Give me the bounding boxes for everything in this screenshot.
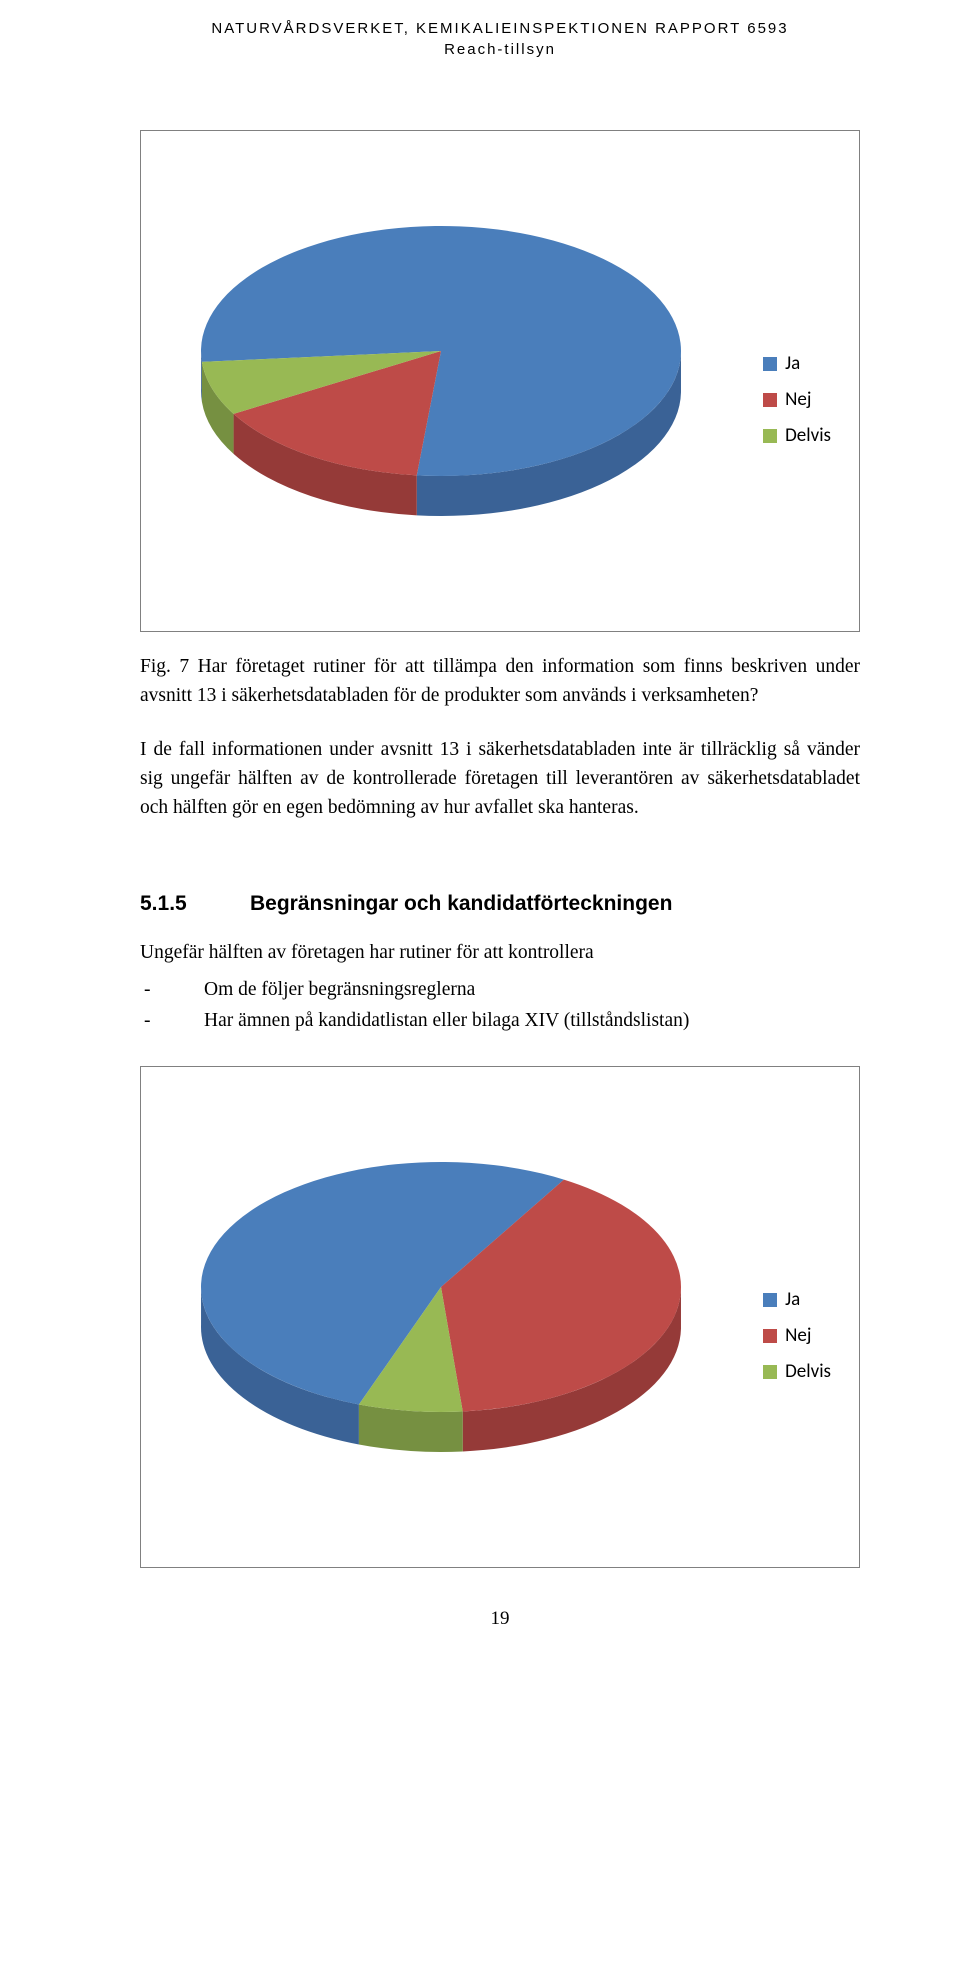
section-number: 5.1.5: [140, 892, 250, 916]
list-dash: -: [174, 974, 204, 1005]
header-line-1: NATURVÅRDSVERKET, KEMIKALIEINSPEKTIONEN …: [140, 18, 860, 39]
section-5-1-5-heading: 5.1.5Begränsningar och kandidatförteckni…: [140, 892, 860, 916]
section-title: Begränsningar och kandidatförteckningen: [250, 892, 672, 915]
legend-item: Ja: [763, 1282, 831, 1318]
legend-label: Nej: [785, 382, 811, 418]
legend-swatch: [763, 357, 777, 371]
legend-item: Nej: [763, 382, 831, 418]
legend-swatch: [763, 1329, 777, 1343]
legend-swatch: [763, 393, 777, 407]
list-item: -Har ämnen på kandidatlistan eller bilag…: [140, 1005, 860, 1036]
list-item: -Om de följer begränsningsreglerna: [140, 974, 860, 1005]
legend-swatch: [763, 429, 777, 443]
page-number: 19: [140, 1608, 860, 1630]
chart-2-pie: [181, 1097, 701, 1517]
section-5-1-5-intro: Ungefär hälften av företagen har rutiner…: [140, 938, 860, 967]
chart-2-container: JaNejDelvis: [140, 1066, 860, 1568]
header-line-2: Reach-tillsyn: [140, 39, 860, 60]
list-dash: -: [174, 1005, 204, 1036]
chart-2-legend: JaNejDelvis: [763, 1282, 831, 1390]
legend-label: Delvis: [785, 1354, 831, 1390]
chart-1-pie: [181, 161, 701, 581]
legend-item: Delvis: [763, 418, 831, 454]
legend-label: Ja: [785, 1282, 800, 1318]
legend-item: Delvis: [763, 1354, 831, 1390]
legend-item: Nej: [763, 1318, 831, 1354]
list-item-text: Har ämnen på kandidatlistan eller bilaga…: [204, 1010, 689, 1031]
chart-1-container: JaNejDelvis: [140, 130, 860, 632]
legend-label: Nej: [785, 1318, 811, 1354]
chart-1-legend: JaNejDelvis: [763, 346, 831, 454]
legend-swatch: [763, 1293, 777, 1307]
list-item-text: Om de följer begränsningsreglerna: [204, 979, 475, 1000]
legend-label: Delvis: [785, 418, 831, 454]
figure-7-caption: Fig. 7 Har företaget rutiner för att til…: [140, 652, 860, 711]
paragraph-after-fig7: I de fall informationen under avsnitt 13…: [140, 735, 860, 823]
legend-item: Ja: [763, 346, 831, 382]
legend-label: Ja: [785, 346, 800, 382]
section-5-1-5-list: -Om de följer begränsningsreglerna-Har ä…: [140, 974, 860, 1036]
page: NATURVÅRDSVERKET, KEMIKALIEINSPEKTIONEN …: [0, 0, 960, 1690]
page-header: NATURVÅRDSVERKET, KEMIKALIEINSPEKTIONEN …: [140, 0, 860, 60]
legend-swatch: [763, 1365, 777, 1379]
